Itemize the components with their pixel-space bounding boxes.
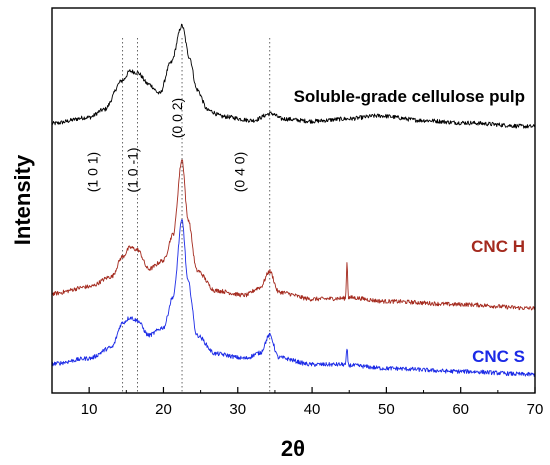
peak-label: (1 0 -1) [124, 147, 140, 192]
x-tick-label: 10 [81, 401, 98, 418]
series-line-0 [51, 23, 536, 129]
x-tick-label: 30 [229, 401, 246, 418]
series-line-1 [51, 159, 536, 311]
series-label: Soluble-grade cellulose pulp [294, 87, 525, 106]
reference-lines [122, 38, 271, 393]
series-line-2 [51, 219, 536, 377]
x-tick-label: 60 [452, 401, 469, 418]
series-label: CNC S [472, 347, 525, 366]
x-axis-title: 2θ [281, 436, 305, 461]
series-labels: Soluble-grade cellulose pulp CNC H CNC S [294, 87, 525, 366]
peak-label: (0 4 0) [232, 152, 248, 192]
peak-labels: (1 0 1) (1 0 -1) (0 0 2) (0 4 0) [85, 98, 248, 193]
series-label: CNC H [471, 237, 525, 256]
axes: 10 20 30 40 50 60 70 [51, 7, 544, 418]
peak-label: (0 0 2) [169, 98, 185, 138]
y-axis-title: Intensity [10, 154, 35, 245]
peak-label: (1 0 1) [85, 152, 101, 192]
series-layer [51, 23, 536, 377]
plot-frame [51, 7, 536, 394]
x-tick-label: 70 [527, 401, 544, 418]
x-tick-label: 40 [304, 401, 321, 418]
x-tick-label: 50 [378, 401, 395, 418]
x-tick-label: 20 [155, 401, 172, 418]
